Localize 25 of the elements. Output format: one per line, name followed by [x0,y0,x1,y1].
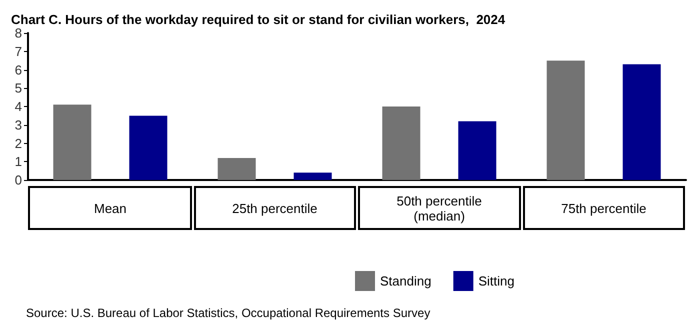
bar [53,104,92,180]
x-tick-label: Mean [94,201,127,216]
x-tick-label: 25th percentile [232,201,318,216]
bar [382,106,420,180]
y-tick-label: 7 [14,44,22,59]
bar [294,172,332,180]
y-tick-label: 0 [14,172,22,188]
bar [546,60,585,180]
source-note: Source: U.S. Bureau of Labor Statistics, Occupational Requirements Survey [26,306,430,320]
y-tick-label: 2 [14,136,22,151]
x-tick-label: 50th percentile (median) [396,194,482,224]
bar [622,64,661,180]
y-tick-label: 5 [14,80,22,96]
bar [458,121,496,180]
bar [218,158,256,180]
x-tick-label: 75th percentile [561,201,646,216]
y-tick-label: 3 [14,117,22,132]
y-tick-label: 8 [14,26,22,40]
y-tick-label: 6 [14,62,22,78]
chart-title: Chart C. Hours of the workday required to sit or stand for civilian workers, 2024 [11,12,506,27]
y-tick-label: 1 [14,154,22,170]
bar [129,116,168,180]
y-tick-label: 4 [14,99,22,114]
legend-label: Standing [380,274,432,288]
legend-label: Sitting [478,274,514,288]
